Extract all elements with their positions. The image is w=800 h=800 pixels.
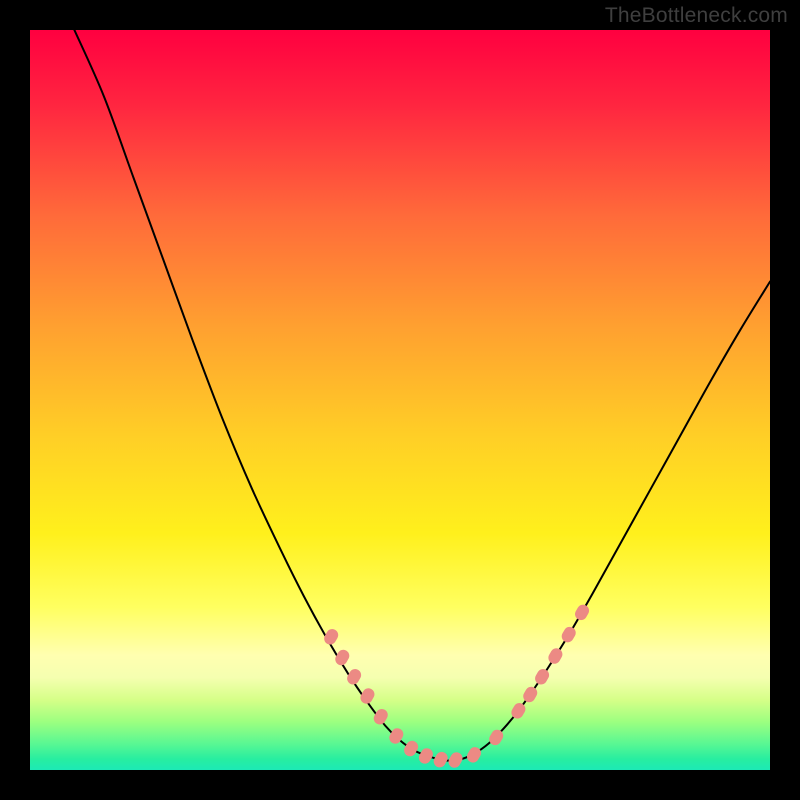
watermark-label: TheBottleneck.com [605, 4, 788, 28]
plot-area [30, 30, 770, 770]
gradient-chart [30, 30, 770, 770]
chart-frame: TheBottleneck.com [0, 0, 800, 800]
gradient-background [30, 30, 770, 770]
